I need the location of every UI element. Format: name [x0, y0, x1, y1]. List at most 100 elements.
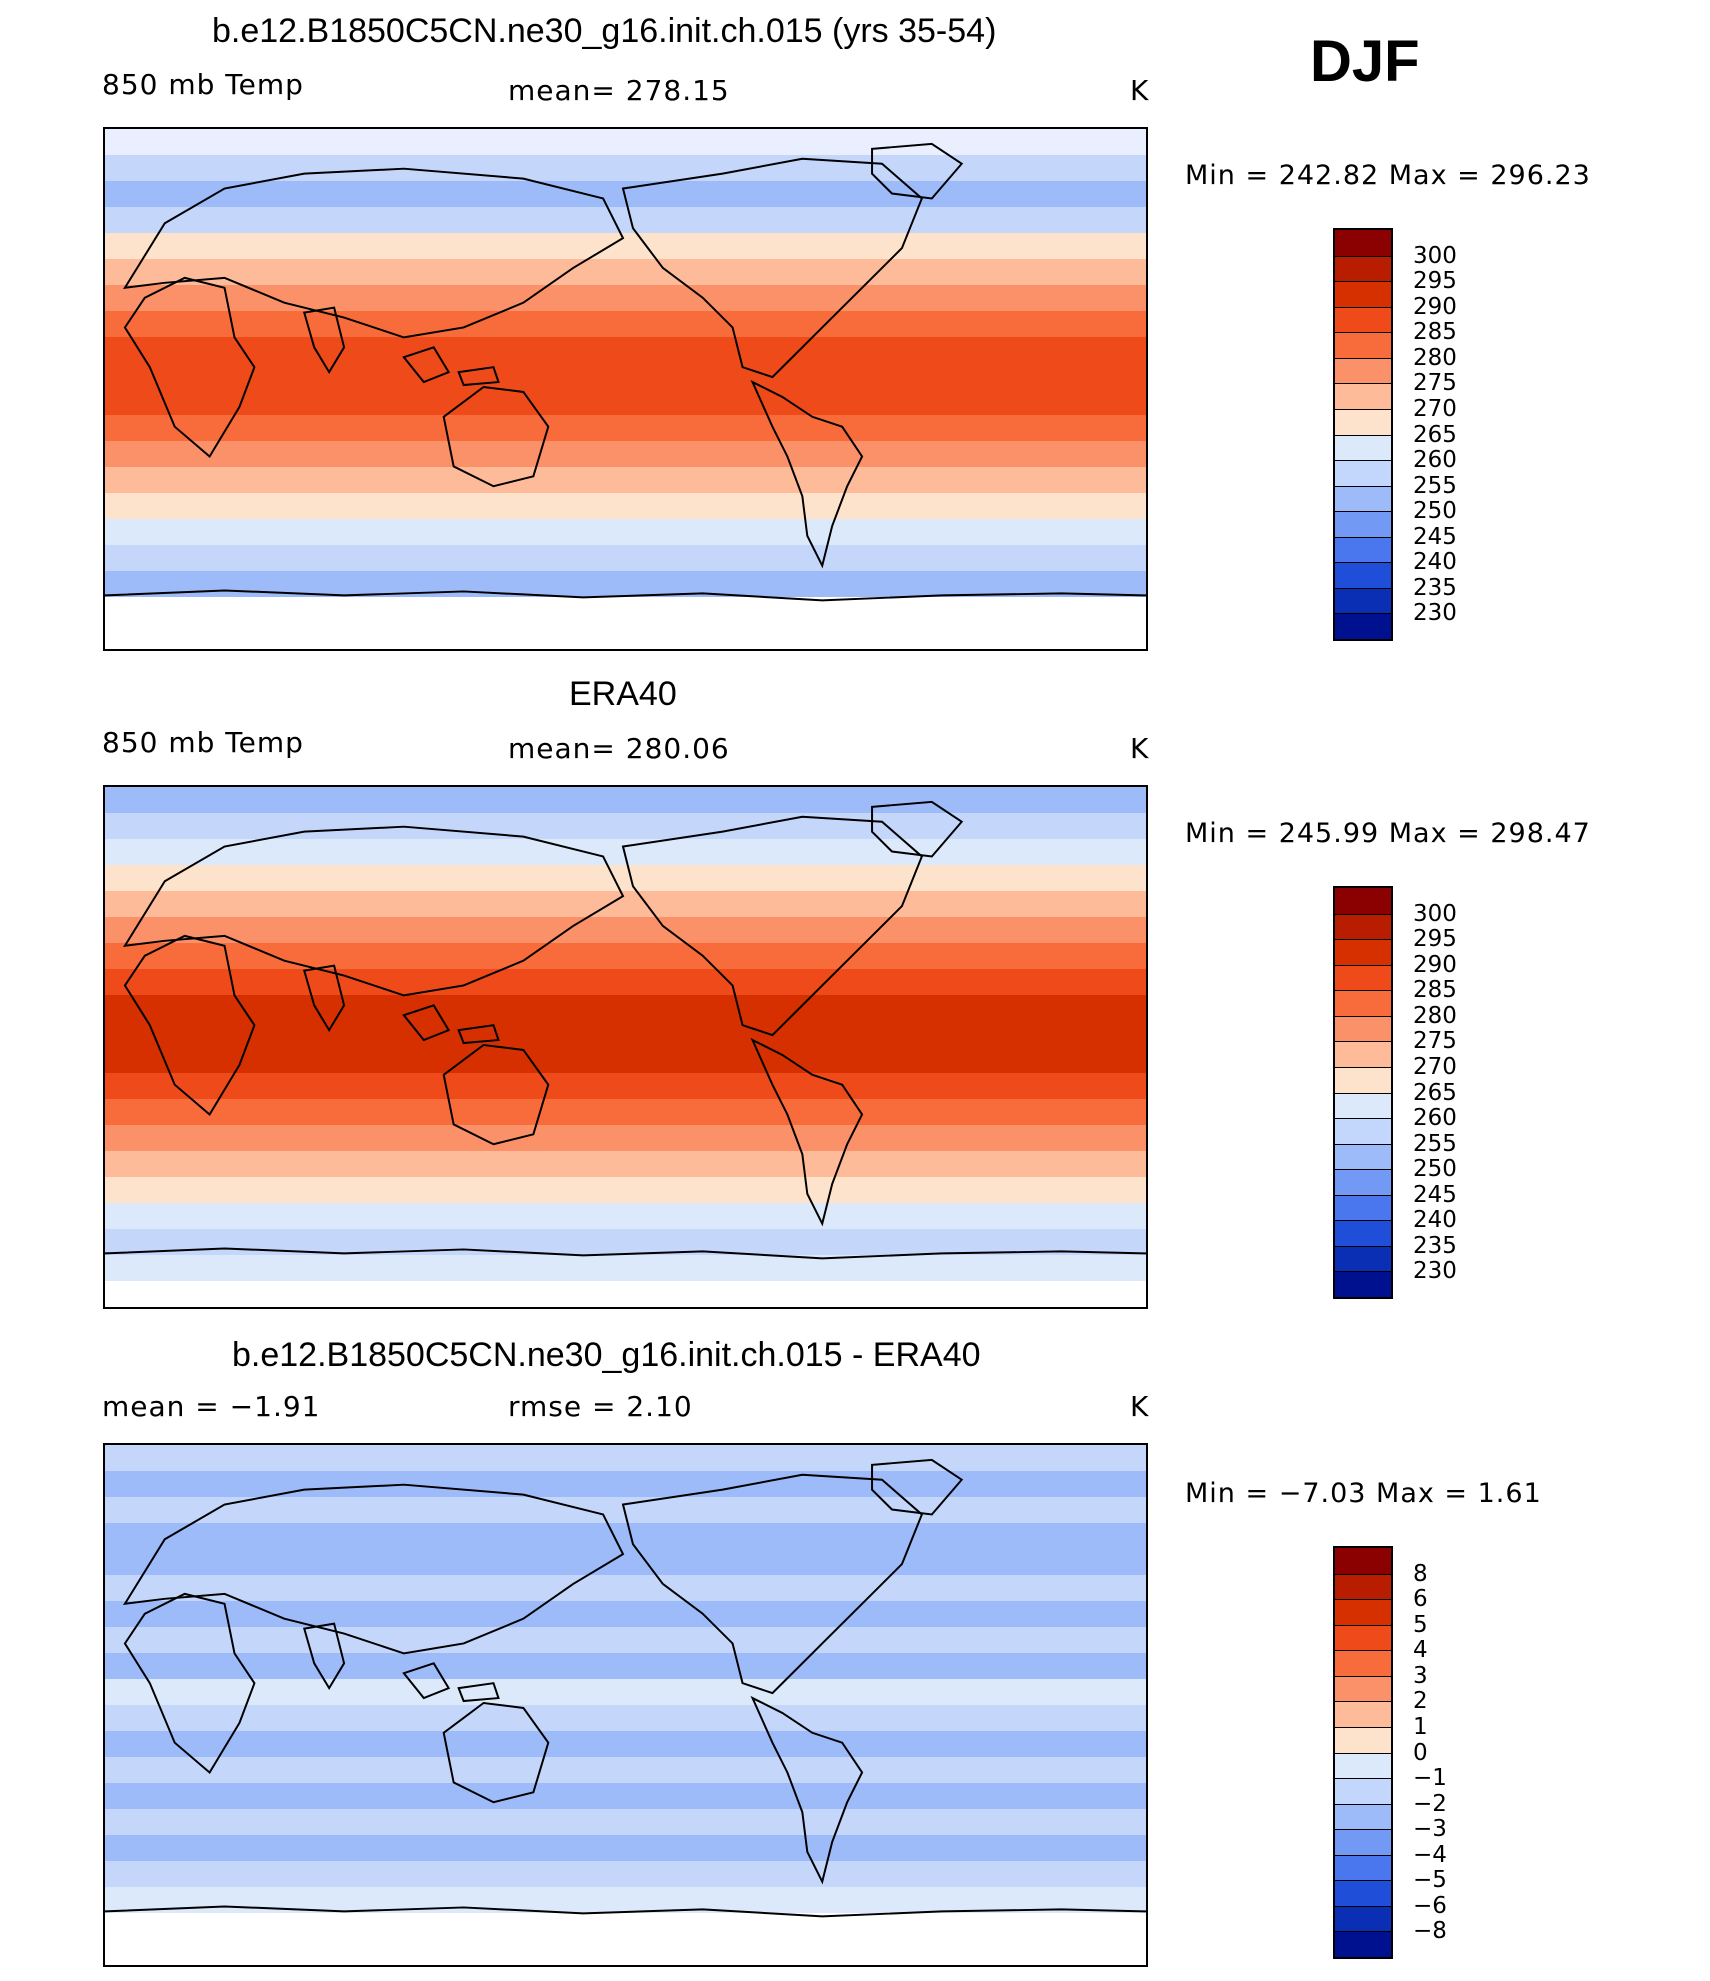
latitude-band — [105, 181, 1146, 208]
colorbar-box — [1335, 1701, 1391, 1727]
colorbar-label: 3 — [1413, 1662, 1428, 1689]
colorbar-box — [1335, 1041, 1391, 1067]
latitude-band — [105, 1125, 1146, 1152]
colorbar-label: 235 — [1413, 1232, 1457, 1259]
latitude-band — [105, 813, 1146, 840]
colorbar-label: 275 — [1413, 370, 1457, 397]
coastline — [871, 1458, 964, 1516]
colorbar-box — [1335, 306, 1391, 333]
map-panel-model — [103, 127, 1148, 651]
latitude-band — [105, 363, 1146, 390]
min-max-stats: Min = 242.82 Max = 296.23 — [1185, 160, 1591, 191]
colorbar-box — [1335, 408, 1391, 435]
map-panel-obs — [103, 785, 1148, 1309]
coastline — [750, 379, 864, 569]
latitude-band — [105, 545, 1146, 572]
latitude-band — [105, 1281, 1146, 1307]
coastline — [621, 815, 924, 1037]
colorbar-label: 255 — [1413, 472, 1457, 499]
colorbar-box — [1335, 1143, 1391, 1170]
map-svg — [105, 129, 1146, 649]
colorbar-box — [1335, 613, 1391, 639]
latitude-band — [105, 1549, 1146, 1576]
colorbar-box — [1335, 1548, 1391, 1574]
colorbar-box — [1335, 281, 1391, 307]
colorbar-box — [1335, 485, 1391, 512]
coastline — [105, 589, 1146, 602]
colorbar: 8 6 5 4 3 2 1 0 −1 −2 −3 −4 −5 −6 −8 — [1333, 1546, 1447, 1959]
colorbar-box — [1335, 990, 1391, 1016]
colorbar-box — [1335, 1726, 1391, 1753]
colorbar-label: 270 — [1413, 395, 1457, 422]
colorbar-label: 2 — [1413, 1688, 1428, 1715]
colorbar-label: 240 — [1413, 549, 1457, 576]
latitude-band — [105, 1203, 1146, 1230]
coastline — [871, 800, 964, 858]
latitude-band — [105, 1783, 1146, 1810]
colorbar-box — [1335, 1854, 1391, 1881]
coastline — [442, 1043, 550, 1146]
latitude-band — [105, 1835, 1146, 1862]
latitude-band — [105, 1445, 1146, 1472]
latitude-band — [105, 1073, 1146, 1100]
colorbar-box — [1335, 1931, 1391, 1957]
colorbar-box — [1335, 1118, 1391, 1144]
latitude-band — [105, 1757, 1146, 1784]
latitude-band — [105, 415, 1146, 442]
colorbar-box — [1335, 230, 1391, 256]
colorbar-box — [1335, 434, 1391, 461]
coastline — [402, 346, 500, 387]
coastline — [621, 157, 924, 379]
variable-label: 850 mb Temp — [102, 68, 304, 101]
colorbar-box — [1335, 888, 1391, 914]
colorbar-label: 275 — [1413, 1028, 1457, 1055]
mean-label: mean= 280.06 — [508, 732, 730, 765]
coastline — [750, 1037, 864, 1227]
colorbar-label: 285 — [1413, 977, 1457, 1004]
latitude-band — [105, 1705, 1146, 1732]
latitude-band — [105, 493, 1146, 520]
coastline — [123, 934, 256, 1116]
colorbar-label: −5 — [1413, 1867, 1447, 1894]
colorbar-label: 230 — [1413, 600, 1457, 627]
latitude-band — [105, 337, 1146, 364]
coastline — [302, 1622, 346, 1691]
latitude-band — [105, 865, 1146, 892]
colorbar-label: 290 — [1413, 293, 1457, 320]
variable-label: 850 mb Temp — [102, 726, 304, 759]
colorbar-label: 265 — [1413, 421, 1457, 448]
latitude-band — [105, 1021, 1146, 1048]
colorbar-box — [1335, 1905, 1391, 1932]
latitude-band — [105, 1255, 1146, 1282]
latitude-band — [105, 571, 1146, 598]
colorbar-label: 260 — [1413, 447, 1457, 474]
colorbar-box — [1335, 913, 1391, 940]
colorbar-box — [1335, 255, 1391, 282]
colorbar-box — [1335, 1194, 1391, 1221]
colorbar-box — [1335, 1092, 1391, 1119]
latitude-band — [105, 1809, 1146, 1836]
latitude-band — [105, 311, 1146, 338]
colorbar-label: −8 — [1413, 1918, 1447, 1945]
colorbar: 300 295 290 285 280 275 270 265 260 255 250 245 240 2… — [1333, 886, 1457, 1299]
colorbar-label: 1 — [1413, 1713, 1428, 1740]
coastline — [123, 1592, 256, 1774]
latitude-band — [105, 1151, 1146, 1178]
season-label: DJF — [1310, 29, 1420, 94]
panel-title: b.e12.B1850C5CN.ne30_g16.init.ch.015 - E… — [232, 1336, 981, 1374]
colorbar-label: −3 — [1413, 1816, 1447, 1843]
colorbar-label: 255 — [1413, 1130, 1457, 1157]
latitude-band — [105, 787, 1146, 814]
latitude-band — [105, 1913, 1146, 1940]
latitude-band — [105, 129, 1146, 156]
colorbar-label: 300 — [1413, 900, 1457, 927]
latitude-band — [105, 441, 1146, 468]
latitude-band — [105, 207, 1146, 234]
colorbar-box — [1335, 1778, 1391, 1804]
latitude-band — [105, 1047, 1146, 1074]
coastline — [621, 1473, 924, 1695]
colorbar-label: 245 — [1413, 1181, 1457, 1208]
map-svg — [105, 1445, 1146, 1965]
latitude-band — [105, 891, 1146, 918]
colorbar-box — [1335, 357, 1391, 384]
